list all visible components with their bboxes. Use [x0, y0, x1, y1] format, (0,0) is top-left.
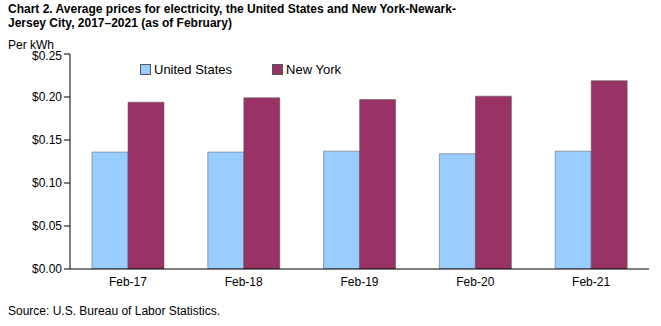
html-text:Chart 2. Average prices for el: Chart 2. Average prices for electricity,…: [8, 2, 456, 30]
svg-text:$0.25: $0.25: [32, 49, 62, 63]
html-text:New York: New York: [286, 62, 341, 77]
svg-text:Feb-19: Feb-19: [340, 275, 378, 289]
svg-text:$0.05: $0.05: [32, 219, 62, 233]
svg-text:Feb-18: Feb-18: [225, 275, 263, 289]
svg-text:$0.20: $0.20: [32, 90, 62, 104]
svg-text:$0.10: $0.10: [32, 176, 62, 190]
svg-text:$0.00: $0.00: [32, 262, 62, 276]
html-text:Source: U.S. Bureau of Labor S: Source: U.S. Bureau of Labor Statistics.: [8, 304, 221, 318]
svg-text:Feb-17: Feb-17: [109, 275, 147, 289]
html-text:Per kWh: Per kWh: [8, 38, 54, 52]
svg-text:$0.15: $0.15: [32, 133, 62, 147]
svg-text:Feb-21: Feb-21: [572, 275, 610, 289]
svg-text:Feb-20: Feb-20: [456, 275, 494, 289]
html-text:United States: United States: [154, 62, 232, 77]
